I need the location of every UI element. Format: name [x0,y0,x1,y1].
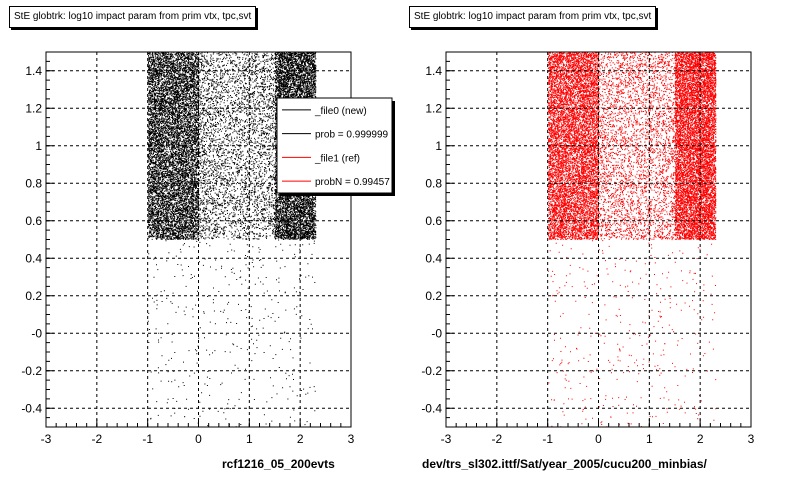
legend: _file0 (new) prob = 0.999999 _file1 (ref) p… [276,97,395,196]
right-plot-title: StE globtrk: log10 impact param from pri… [409,6,657,28]
y-tick-label: -0.4 [421,401,442,415]
y-tick-label: -0 [31,326,42,340]
axes: -3 -2 -1 0 1 2 3 -0.4 -0.2 -0 0.2 0.4 0.6 0.8 1 1.2 1.4 [21,51,355,446]
left-plot-pad: StE globtrk: log10 impact param from pri… [9,6,395,471]
scatter-points [547,51,717,428]
scatter-band [198,51,276,240]
y-tick-label: 0.2 [25,289,42,303]
y-tick-label: 0.8 [425,176,442,190]
plot-border [445,51,752,428]
x-tick-label: 1 [646,432,653,446]
x-tick-label: 3 [748,432,755,446]
legend-entry-label: _file1 (ref) [314,153,360,164]
y-tick-label: -0 [431,326,442,340]
scatter-band [674,51,717,240]
axes: -3 -2 -1 0 1 2 3 -0.4 -0.2 -0 0.2 0.4 0.6 0.8 1 1.2 1.4 [421,51,755,446]
plot-border [45,51,352,428]
y-tick-label: 1.2 [425,101,442,115]
x-tick-label: -3 [41,432,52,446]
y-tick-label: -0.4 [21,401,42,415]
y-tick-label: -0.2 [21,364,42,378]
legend-entry-label: probN = 0.99457 [315,177,390,188]
left-scatter-plot: -3 -2 -1 0 1 2 3 -0.4 -0.2 -0 0.2 0.4 0.6 0.8 1 1.2 1.4 _… [21,51,395,446]
left-plot-footer: rcf1216_05_200evts [222,457,335,471]
y-tick-label: 0.6 [425,214,442,228]
y-tick-label: 1.2 [25,101,42,115]
x-tick-label: 0 [195,432,202,446]
x-tick-label: -1 [542,432,553,446]
y-tick-label: 1 [435,139,442,153]
x-tick-label: 1 [246,432,253,446]
y-tick-label: 1.4 [25,64,42,78]
scatter-band [147,239,316,428]
scatter-band [547,239,717,428]
right-plot-footer: dev/trs_sl302.ittf/Sat/year_2005/cucu200… [422,457,707,471]
scatter-band [547,51,600,240]
y-tick-label: -0.2 [421,364,442,378]
right-scatter-plot: -3 -2 -1 0 1 2 3 -0.4 -0.2 -0 0.2 0.4 0.6 0.8 1 1.2 1.4 [421,51,755,446]
right-plot-pad: StE globtrk: log10 impact param from pri… [400,0,800,480]
left-plot-title: StE globtrk: log10 impact param from pri… [9,6,257,28]
y-tick-label: 0.2 [425,289,442,303]
y-tick-label: 0.4 [25,251,42,265]
y-tick-label: 0.8 [25,176,42,190]
x-tick-label: -3 [441,432,452,446]
legend-entry-label: _file0 (new) [314,106,367,117]
x-tick-label: 2 [297,432,304,446]
legend-entry-label: prob = 0.999999 [315,130,389,141]
y-tick-label: 1 [35,139,42,153]
x-tick-label: -1 [142,432,153,446]
y-tick-label: 1.4 [425,64,442,78]
x-tick-label: -2 [491,432,502,446]
legend-box [276,97,393,194]
grid-lines [446,52,751,427]
y-tick-label: 0.6 [25,214,42,228]
y-tick-label: 0.4 [425,251,442,265]
x-tick-label: 3 [348,432,355,446]
x-tick-label: 0 [595,432,602,446]
x-tick-label: 2 [697,432,704,446]
scatter-band [598,51,676,240]
x-tick-label: -2 [91,432,102,446]
